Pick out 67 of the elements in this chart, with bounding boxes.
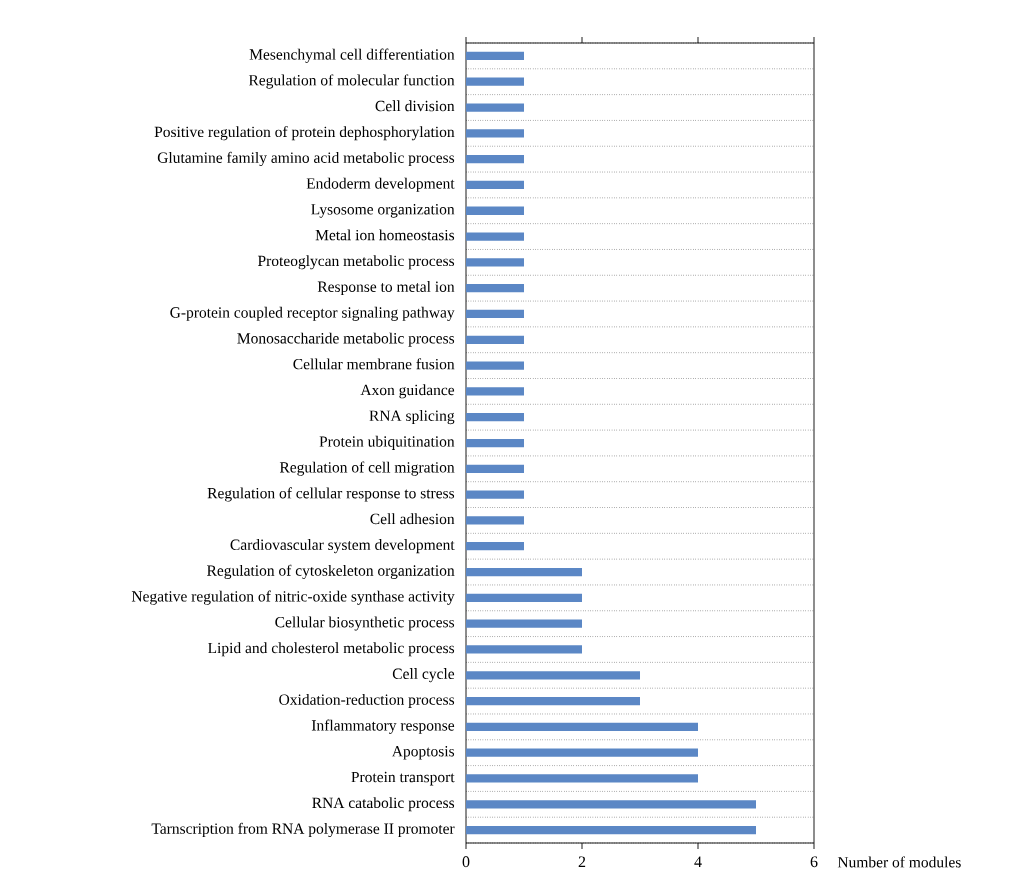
- y-tick-label: Response to metal ion: [317, 281, 455, 296]
- y-tick-label: Regulation of cellular response to stress: [207, 487, 455, 502]
- y-tick-label: Proteoglycan metabolic process: [257, 255, 455, 270]
- y-tick-label: Monosaccharide metabolic process: [237, 332, 455, 347]
- y-tick-label: Oxidation-reduction process: [279, 693, 455, 708]
- y-tick-label: Positive regulation of protein dephosphorylation: [154, 126, 455, 141]
- y-tick-label: Cardiovascular system development: [230, 539, 455, 554]
- y-tick-label: Mesenchymal cell differentiation: [249, 48, 455, 63]
- bar: [466, 567, 582, 577]
- bar: [466, 206, 524, 215]
- y-tick-label: Apoptosis: [391, 746, 455, 760]
- bar: [466, 77, 524, 86]
- y-tick-label: G-protein coupled receptor signaling pathway: [170, 306, 455, 321]
- bar: [466, 335, 524, 344]
- y-tick-label: Regulation of molecular function: [248, 74, 455, 89]
- y-tick-label: Lipid and cholesterol metabolic process: [208, 642, 455, 657]
- y-tick-label: Endoderm development: [306, 177, 455, 192]
- y-tick-label: Cellular biosynthetic process: [275, 616, 455, 631]
- bar: [466, 51, 524, 61]
- y-tick-label: Inflammatory response: [311, 719, 455, 734]
- y-tick-label: Negative regulation of nitric-oxide synthase activity: [131, 590, 455, 605]
- bar: [466, 542, 524, 551]
- y-tick-label: Tarnscription from RNA polymerase II promoter: [151, 822, 455, 838]
- y-tick-label: Regulation of cytoskeleton organization: [207, 564, 455, 579]
- bar: [466, 645, 582, 654]
- bar: [466, 722, 698, 732]
- bar: [466, 361, 524, 370]
- y-tick-label: RNA splicing: [369, 410, 455, 425]
- y-tick-label: Axon guidance: [360, 384, 455, 399]
- y-tick-label: Regulation of cell migration: [279, 461, 455, 476]
- bar: [466, 671, 640, 680]
- y-tick-label: Cell adhesion: [370, 513, 455, 525]
- x-tick-label: 4: [694, 856, 702, 867]
- bar: [466, 825, 756, 835]
- bar: [466, 593, 582, 602]
- y-tick-label: Protein ubiquitination: [319, 435, 455, 450]
- y-tick-label: Metal ion homeostasis: [315, 229, 455, 241]
- y-tick-label: Cell division: [375, 100, 455, 112]
- bar: [466, 516, 524, 525]
- bar: [466, 413, 524, 422]
- y-tick-label: Glutamine family amino acid metabolic process: [157, 151, 455, 167]
- y-tick-label: Lysosome organization: [311, 204, 455, 218]
- bar: [466, 129, 524, 138]
- bar: [466, 438, 524, 448]
- x-axis-title: Number of modules: [837, 856, 961, 868]
- bar: [466, 155, 524, 164]
- y-tick-label: Cellular membrane fusion: [293, 358, 455, 370]
- bar: [466, 284, 524, 293]
- y-tick-label: Cell cycle: [392, 668, 455, 683]
- bar: [466, 774, 698, 783]
- bar: [466, 464, 524, 473]
- x-tick-label: 0: [462, 856, 470, 868]
- bar: [466, 800, 756, 809]
- bar: [466, 748, 698, 757]
- bar: [466, 696, 640, 706]
- y-tick-label: Protein transport: [351, 771, 455, 786]
- y-tick-label: RNA catabolic process: [312, 797, 455, 812]
- bar: [466, 619, 582, 628]
- bar: [466, 387, 524, 396]
- x-tick-label: 2: [578, 856, 586, 867]
- bar: [466, 103, 524, 112]
- bar: [466, 180, 524, 190]
- x-tick-label: 6: [810, 856, 818, 868]
- bar: [466, 309, 524, 319]
- bar: [466, 490, 524, 499]
- bar: [466, 232, 524, 241]
- bar: [466, 258, 524, 267]
